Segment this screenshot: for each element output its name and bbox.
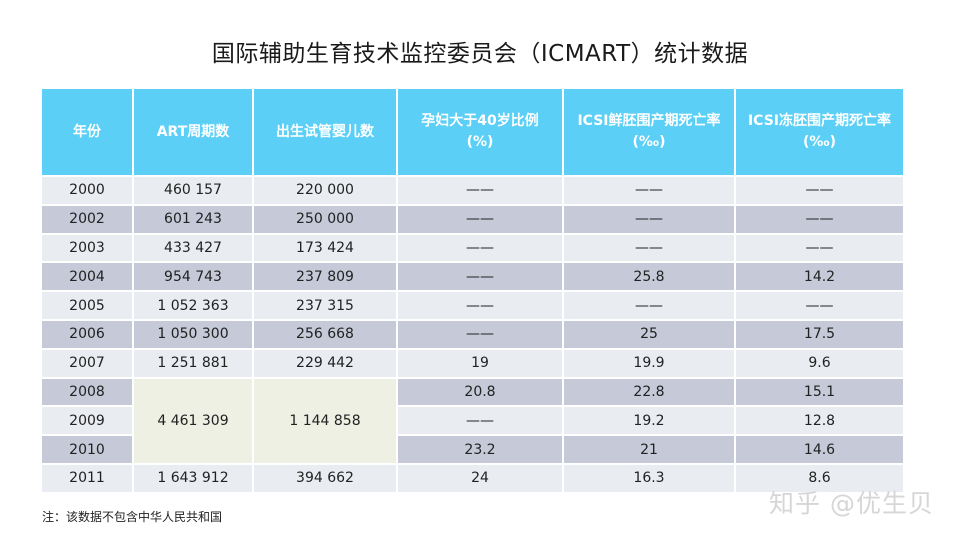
cell-icsi-fresh: ——	[563, 232, 736, 263]
cell-ivf-births: 229 442	[253, 347, 398, 378]
cell-year: 2008	[42, 376, 134, 407]
cell-ivf-births: 237 315	[253, 290, 398, 320]
cell-icsi-frozen: 14.6	[735, 434, 903, 464]
cell-icsi-fresh: 19.2	[563, 405, 736, 436]
cell-icsi-fresh: ——	[563, 290, 736, 320]
cell-icsi-fresh: 25.8	[563, 261, 736, 292]
cell-art-cycles: 1 050 300	[133, 318, 254, 349]
cell-icsi-frozen: 15.1	[735, 376, 903, 407]
table-row: 2005 1 052 363 237 315 —— —— ——	[42, 290, 903, 320]
table-row: 2002 601 243 250 000 —— —— ——	[42, 203, 903, 234]
cell-art-cycles-merged: 4 461 309	[133, 376, 254, 464]
cell-icsi-frozen: ——	[735, 232, 903, 263]
cell-art-cycles: 433 427	[133, 232, 254, 263]
cell-year: 2006	[42, 318, 134, 349]
cell-art-cycles: 1 052 363	[133, 290, 254, 320]
cell-icsi-fresh: ——	[563, 203, 736, 234]
header-year: 年份	[42, 89, 134, 176]
cell-icsi-fresh: 25	[563, 318, 736, 349]
cell-over-40-ratio: ——	[397, 261, 564, 292]
cell-art-cycles: 460 157	[133, 175, 254, 205]
statistics-table: 年份 ART周期数 出生试管婴儿数 孕妇大于40岁比例 (%) ICSI鲜胚围产…	[42, 89, 903, 492]
header-ivf-births: 出生试管婴儿数	[253, 89, 398, 176]
cell-over-40-ratio: ——	[397, 318, 564, 349]
cell-icsi-fresh: 19.9	[563, 347, 736, 378]
cell-over-40-ratio: ——	[397, 405, 564, 436]
cell-year: 2010	[42, 434, 134, 464]
cell-icsi-frozen: 9.6	[735, 347, 903, 378]
cell-icsi-frozen: 14.2	[735, 261, 903, 292]
cell-ivf-births: 237 809	[253, 261, 398, 292]
cell-year: 2007	[42, 347, 134, 378]
table-row: 2009 —— 19.2 12.8	[42, 405, 903, 436]
cell-art-cycles: 954 743	[133, 261, 254, 292]
cell-icsi-frozen: ——	[735, 290, 903, 320]
cell-year: 2005	[42, 290, 134, 320]
table-row: 2010 23.2 21 14.6	[42, 434, 903, 464]
cell-year: 2009	[42, 405, 134, 436]
table-row: 2003 433 427 173 424 —— —— ——	[42, 232, 903, 263]
table-row: 2004 954 743 237 809 —— 25.8 14.2	[42, 261, 903, 292]
cell-over-40-ratio: 23.2	[397, 434, 564, 464]
cell-icsi-frozen: 17.5	[735, 318, 903, 349]
cell-icsi-fresh: 22.8	[563, 376, 736, 407]
cell-icsi-frozen: 8.6	[735, 462, 903, 492]
cell-year: 2004	[42, 261, 134, 292]
table-row: 2008 4 461 309 1 144 858 20.8 22.8 15.1	[42, 376, 903, 464]
header-icsi-fresh-mortality: ICSI鲜胚围产期死亡率 (‰)	[563, 89, 736, 176]
header-icsi-frozen-mortality: ICSI冻胚围产期死亡率 (‰)	[735, 89, 903, 176]
page-title: 国际辅助生育技术监控委员会（ICMART）统计数据	[211, 41, 749, 67]
cell-over-40-ratio: 20.8	[397, 376, 564, 407]
cell-over-40-ratio: 24	[397, 462, 564, 492]
header-over-40-ratio: 孕妇大于40岁比例 (%)	[397, 89, 564, 176]
table-header-row: 年份 ART周期数 出生试管婴儿数 孕妇大于40岁比例 (%) ICSI鲜胚围产…	[42, 89, 903, 176]
cell-year: 2011	[42, 462, 134, 492]
cell-year: 2003	[42, 232, 134, 263]
table-row: 2006 1 050 300 256 668 —— 25 17.5	[42, 318, 903, 349]
table-row: 2000 460 157 220 000 —— —— ——	[42, 175, 903, 205]
cell-ivf-births: 256 668	[253, 318, 398, 349]
cell-over-40-ratio: ——	[397, 290, 564, 320]
cell-art-cycles: 601 243	[133, 203, 254, 234]
header-art-cycles: ART周期数	[133, 89, 254, 176]
cell-art-cycles: 1 643 912	[133, 462, 254, 492]
footnote: 注：该数据不包含中华人民共和国	[42, 510, 223, 524]
cell-icsi-frozen: ——	[735, 203, 903, 234]
cell-year: 2002	[42, 203, 134, 234]
cell-ivf-births: 250 000	[253, 203, 398, 234]
cell-icsi-fresh: 16.3	[563, 462, 736, 492]
cell-ivf-births: 173 424	[253, 232, 398, 263]
table-row: 2007 1 251 881 229 442 19 19.9 9.6	[42, 347, 903, 378]
cell-ivf-births-merged: 1 144 858	[253, 376, 398, 464]
cell-over-40-ratio: ——	[397, 175, 564, 205]
cell-icsi-fresh: ——	[563, 175, 736, 205]
cell-over-40-ratio: ——	[397, 203, 564, 234]
cell-ivf-births: 220 000	[253, 175, 398, 205]
cell-over-40-ratio: ——	[397, 232, 564, 263]
cell-year: 2000	[42, 175, 134, 205]
cell-icsi-frozen: 12.8	[735, 405, 903, 436]
table-row: 2011 1 643 912 394 662 24 16.3 8.6	[42, 462, 903, 492]
cell-icsi-fresh: 21	[563, 434, 736, 464]
cell-ivf-births: 394 662	[253, 462, 398, 492]
cell-over-40-ratio: 19	[397, 347, 564, 378]
cell-icsi-frozen: ——	[735, 175, 903, 205]
watermark: 知乎 @优生贝	[769, 489, 934, 518]
cell-art-cycles: 1 251 881	[133, 347, 254, 378]
